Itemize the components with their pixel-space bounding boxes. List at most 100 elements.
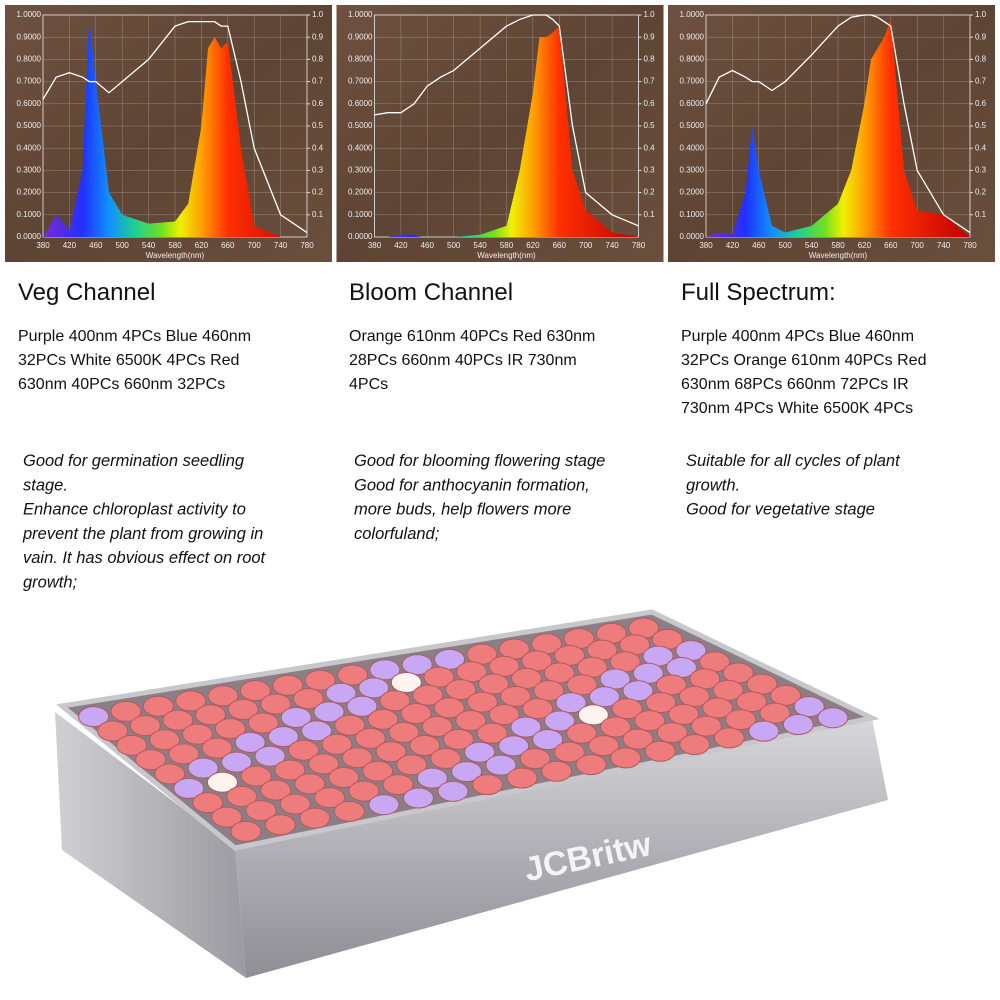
led: [690, 715, 722, 737]
y-tick-label: 0.6000: [348, 99, 373, 108]
led: [149, 729, 181, 751]
led: [354, 727, 386, 749]
x-tick-label: 620: [858, 241, 872, 250]
y2-tick-label: 0.4: [975, 143, 987, 152]
spectrum-area: [43, 19, 307, 237]
led: [679, 734, 711, 756]
led: [416, 767, 448, 789]
led: [421, 715, 453, 737]
y-tick-label: 0.4000: [17, 143, 42, 152]
led: [299, 807, 331, 829]
led: [301, 720, 333, 742]
x-tick-label: 580: [831, 241, 845, 250]
led: [500, 685, 532, 707]
led: [336, 664, 368, 686]
y-tick-label: 1.0000: [680, 10, 705, 19]
led: [110, 700, 142, 722]
led: [434, 648, 466, 670]
y2-tick-label: 0.6: [312, 99, 324, 108]
spec-line: 32PCs Orange 610nm 40PCs Red: [681, 352, 926, 369]
led: [396, 754, 428, 776]
y2-tick-label: 0.2: [975, 188, 987, 197]
x-tick-label: 660: [553, 241, 567, 250]
led: [476, 722, 508, 744]
led: [274, 759, 306, 781]
y2-tick-label: 0.2: [312, 188, 324, 197]
led: [478, 673, 510, 695]
led: [510, 716, 542, 738]
led: [168, 743, 200, 765]
y-tick-label: 0.5000: [17, 121, 42, 130]
note-line: Good for germination seedling: [23, 452, 245, 470]
led: [445, 679, 477, 701]
x-tick-label: 700: [248, 241, 262, 250]
y2-tick-label: 0.9: [312, 32, 324, 41]
spec-line: Purple 400nm 4PCs Blue 460nm: [681, 328, 914, 345]
led: [260, 779, 292, 801]
y2-tick-label: 1.0: [975, 10, 987, 19]
y2-tick-label: 1.0: [312, 10, 324, 19]
x-tick-label: 580: [500, 241, 514, 250]
x-tick-label: 660: [221, 241, 235, 250]
spec-line: Purple 400nm 4PCs Blue 460nm: [18, 328, 251, 345]
y-tick-label: 0.6000: [680, 99, 705, 108]
spec-line: 4PCs: [349, 376, 388, 393]
note-line: Enhance chloroplast activity to: [23, 501, 246, 519]
led: [575, 754, 607, 776]
led: [173, 777, 205, 799]
spec-line: 730nm 4PCs White 6500K 4PCs: [681, 400, 913, 417]
y-tick-label: 0.0000: [17, 232, 42, 241]
led: [254, 745, 286, 767]
led: [488, 655, 520, 677]
led: [736, 691, 768, 713]
led: [162, 709, 194, 731]
chart-background: [336, 5, 664, 262]
y2-tick-label: 0.5: [644, 121, 656, 130]
note-line: vain. It has obvious effect on root: [23, 549, 267, 567]
led: [610, 747, 642, 769]
led: [555, 692, 587, 714]
led: [702, 697, 734, 719]
x-axis-label: Wavelength(nm): [146, 251, 205, 260]
led: [599, 668, 631, 690]
x-tick-label: 660: [884, 241, 898, 250]
x-tick-label: 540: [805, 241, 819, 250]
led: [622, 728, 654, 750]
note-line: more buds, help flowers more: [354, 501, 571, 519]
y-tick-label: 0.1000: [17, 210, 42, 219]
led: [341, 747, 373, 769]
y-tick-label: 1.0000: [348, 10, 373, 19]
led: [264, 814, 296, 836]
led: [367, 708, 399, 730]
led: [712, 679, 744, 701]
y-tick-label: 0.3000: [348, 166, 373, 175]
spec-line: 630nm 40PCs 660nm 32PCs: [18, 376, 225, 393]
y-tick-label: 0.1000: [348, 210, 373, 219]
led: [759, 702, 791, 724]
led: [201, 737, 233, 759]
spectrum-chart: 0.00000.10000.20000.30000.40000.50000.60…: [668, 5, 995, 262]
led: [400, 703, 432, 725]
led: [532, 729, 564, 751]
y-tick-label: 0.8000: [17, 55, 42, 64]
led: [129, 715, 161, 737]
y2-tick-label: 0.1: [975, 210, 987, 219]
led: [519, 748, 551, 770]
led: [510, 667, 542, 689]
x-tick-label: 780: [632, 241, 646, 250]
y2-tick-label: 0.5: [312, 121, 324, 130]
y2-tick-label: 0.7: [312, 77, 324, 86]
x-tick-label: 700: [579, 241, 593, 250]
led: [522, 698, 554, 720]
led: [645, 692, 677, 714]
y2-tick-label: 0.3: [644, 166, 656, 175]
y-tick-label: 0.4000: [348, 143, 373, 152]
led: [280, 706, 312, 728]
note-line: growth.: [686, 476, 740, 494]
x-tick-label: 740: [937, 241, 951, 250]
y-tick-label: 0.3000: [680, 166, 705, 175]
y2-tick-label: 0.8: [975, 55, 987, 64]
y-tick-label: 0.2000: [680, 188, 705, 197]
led: [247, 712, 279, 734]
led: [472, 774, 504, 796]
